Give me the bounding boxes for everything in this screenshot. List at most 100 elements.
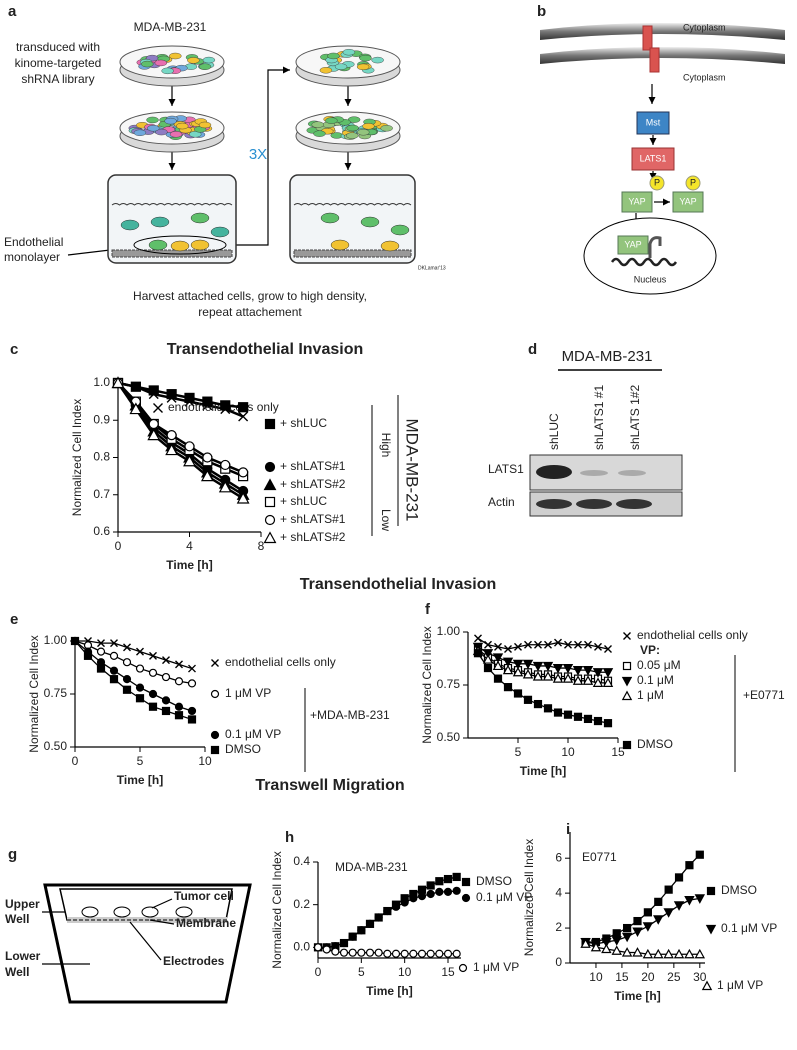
shape: [175, 906, 193, 918]
legend-marker: [153, 403, 163, 413]
cell: [311, 121, 324, 128]
data-point: [188, 664, 196, 673]
data-point: [236, 491, 250, 504]
cell: [380, 240, 400, 252]
y-tick-label: 0.6: [93, 524, 110, 538]
data-point: [601, 937, 612, 948]
repeat-count: 3X: [249, 146, 267, 163]
data-point: [590, 941, 602, 952]
legend-marker: [210, 745, 220, 755]
phospho: P: [690, 177, 696, 187]
protein: Mst: [646, 117, 661, 127]
shape: [149, 919, 175, 925]
legend-marker: [264, 496, 276, 508]
cell: [380, 125, 393, 132]
transduction-text: transduced with: [16, 40, 100, 54]
data-point: [109, 651, 119, 660]
legend-label: + shLATS#2: [280, 530, 346, 544]
panel-label: h: [285, 829, 294, 846]
cell: [176, 122, 189, 130]
data-point: [365, 948, 375, 957]
cell: [148, 239, 168, 251]
shape: [580, 470, 608, 476]
data-point: [161, 706, 171, 716]
data-point: [452, 886, 461, 895]
data-point: [97, 639, 105, 648]
data-point: [673, 948, 685, 959]
cell: [190, 239, 210, 251]
cell: [190, 212, 210, 224]
shape: [672, 191, 704, 213]
data-point: [322, 945, 331, 954]
data-point: [653, 948, 664, 959]
legend-marker: [622, 661, 632, 671]
cell: [313, 130, 326, 137]
data-point: [374, 948, 383, 957]
data-point: [562, 663, 574, 674]
blot-title: MDA-MB-231: [562, 348, 653, 365]
annotation: MDA-MB-231: [335, 860, 408, 874]
pathway-diagram: Cytoplasm Cytoplasm Mst LATS1 P P YAP YA…: [540, 22, 785, 295]
shape: [618, 470, 646, 476]
y-tick-label: 0.4: [293, 854, 310, 868]
data-point: [502, 657, 514, 668]
shape: [685, 175, 701, 191]
compartment-label: Cytoplasm: [683, 72, 726, 82]
diagram-label: Lower: [5, 949, 41, 963]
data-point: [582, 675, 594, 685]
legend-label: + shLATS#1: [280, 512, 346, 526]
data-point: [633, 916, 642, 926]
legend-marker: [706, 886, 716, 896]
data-point: [409, 949, 418, 958]
y-tick-label: 0.50: [44, 739, 68, 753]
data-point: [149, 651, 157, 660]
panel-label: b: [537, 3, 546, 20]
shape: [642, 25, 653, 51]
data-point: [187, 679, 197, 688]
data-point: [166, 430, 177, 441]
x-tick-label: 10: [198, 754, 212, 768]
series-line: [74, 640, 193, 712]
data-point: [130, 381, 141, 392]
shape: [536, 465, 572, 479]
well: [289, 174, 416, 264]
y-tick-label: 1.0: [93, 375, 110, 389]
data-point: [443, 949, 453, 958]
data-point: [674, 873, 684, 882]
series-line: [318, 890, 457, 948]
data-point: [584, 640, 592, 649]
data-point: [435, 949, 444, 958]
data-point: [602, 677, 614, 687]
endothelial-label: monolayer: [4, 250, 60, 264]
legend-marker: [264, 461, 276, 473]
data-point: [111, 376, 125, 389]
y-axis-label: Normalized Cell Index: [420, 626, 434, 743]
data-point: [313, 943, 323, 952]
y-tick-label: 0.8: [93, 450, 110, 464]
data-point: [563, 710, 573, 719]
cell: [154, 59, 168, 67]
data-point: [426, 889, 435, 899]
data-point: [611, 936, 622, 946]
data-point: [553, 708, 563, 717]
data-point: [482, 654, 494, 664]
data-point: [664, 885, 673, 894]
data-point: [148, 385, 159, 396]
legend-marker: [461, 877, 471, 887]
data-point: [391, 902, 401, 911]
data-point: [544, 640, 552, 649]
shape: [113, 906, 131, 918]
data-point: [663, 908, 674, 918]
data-point: [632, 927, 643, 938]
section-header: Transwell Migration: [255, 777, 404, 794]
data-point: [218, 480, 232, 493]
y-tick-label: 0.2: [293, 897, 310, 911]
legend-label: 0.1 μM VP: [476, 890, 532, 904]
y-tick-label: 0.9: [93, 412, 110, 426]
data-point: [184, 392, 195, 403]
y-tick-label: 0.75: [44, 686, 68, 700]
diagram-label: Well: [5, 912, 29, 926]
data-point: [238, 411, 249, 422]
series-line: [74, 640, 193, 685]
legend-label: 1 μM: [637, 688, 664, 702]
